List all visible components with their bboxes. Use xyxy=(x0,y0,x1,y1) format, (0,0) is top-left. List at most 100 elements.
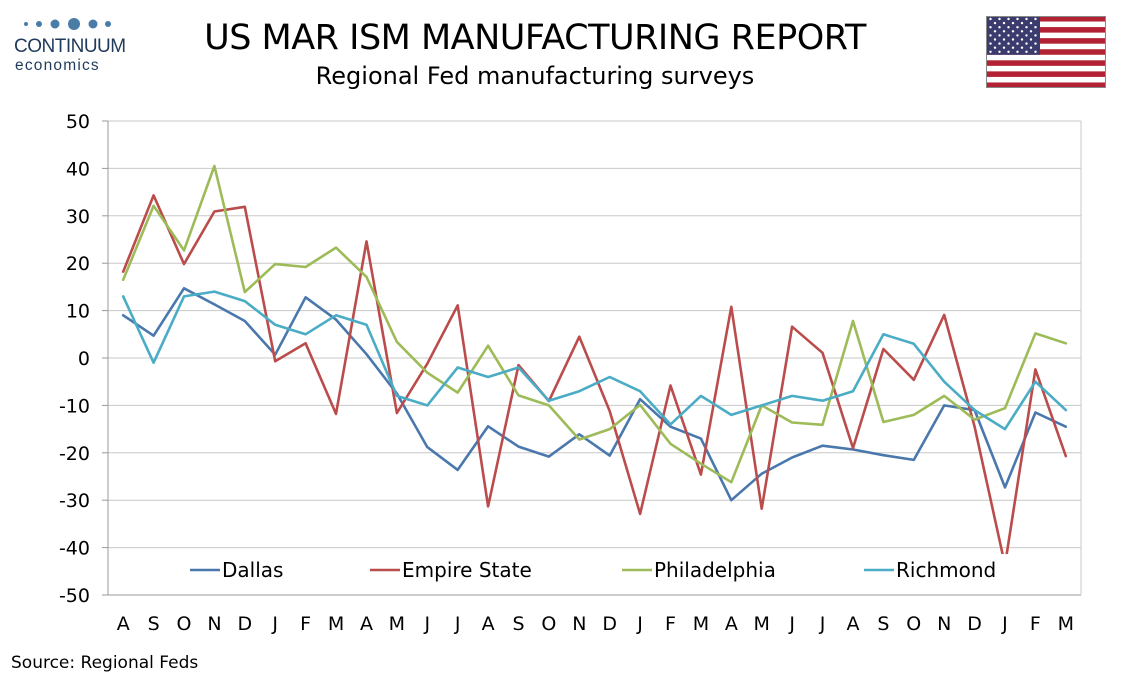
flag-star xyxy=(1029,30,1033,33)
flag-star xyxy=(1025,50,1028,53)
flag-star xyxy=(998,50,1001,53)
flag-star xyxy=(1025,17,1028,21)
x-tick-label: S xyxy=(148,613,160,635)
x-tick-label: J xyxy=(819,613,826,635)
x-tick-label: J xyxy=(636,613,643,635)
y-tick-label: 0 xyxy=(78,348,90,370)
y-tick-label: 30 xyxy=(66,206,90,228)
flag-star xyxy=(1034,42,1037,45)
x-tick-label: O xyxy=(541,613,556,635)
flag-star xyxy=(1011,21,1015,25)
x-tick-label: A xyxy=(846,613,859,635)
flag-star xyxy=(1025,34,1028,37)
source-note: Source: Regional Feds xyxy=(11,653,199,673)
flag-star xyxy=(1016,17,1019,21)
y-tick-label: 20 xyxy=(66,253,90,275)
flag-star xyxy=(1007,50,1010,53)
x-tick-label: N xyxy=(937,613,951,635)
x-tick-label: A xyxy=(117,613,130,635)
series-line-philadelphia xyxy=(121,164,1068,484)
brand-name: CONTINUUM xyxy=(14,36,126,57)
flag-star xyxy=(1020,38,1024,41)
x-tick-label: J xyxy=(788,613,795,635)
y-tick-label: 40 xyxy=(66,158,90,180)
x-tick-label: M xyxy=(693,613,709,635)
flag-star xyxy=(1025,42,1028,45)
flag-star xyxy=(1020,46,1024,49)
flag-star xyxy=(998,34,1001,37)
flag-star xyxy=(1002,30,1006,33)
flag-star xyxy=(993,30,997,33)
series-line-empire-state xyxy=(121,194,1068,567)
flag-star xyxy=(1016,34,1019,37)
logo-dots-icon xyxy=(24,18,111,30)
flag-star xyxy=(989,42,992,45)
x-tick-label: O xyxy=(906,613,921,635)
legend-label-empire-state: Empire State xyxy=(402,558,532,582)
flag-star xyxy=(989,26,992,29)
flag-star xyxy=(1016,50,1019,53)
flag-star xyxy=(1029,21,1033,25)
x-tick-label: A xyxy=(360,613,373,635)
brand-subname: economics xyxy=(15,57,100,74)
y-tick-label: -40 xyxy=(59,538,90,560)
flag-star xyxy=(1002,38,1006,41)
x-tick-label: M xyxy=(328,613,344,635)
x-tick-label: S xyxy=(512,613,524,635)
series-line-dallas xyxy=(121,286,1068,502)
legend-label-philadelphia: Philadelphia xyxy=(654,558,776,582)
flag-star xyxy=(1011,46,1015,49)
x-tick-label: N xyxy=(572,613,586,635)
y-tick-label: -50 xyxy=(59,585,90,607)
flag-star xyxy=(1029,38,1033,41)
flag-star xyxy=(993,38,997,41)
flag-star xyxy=(1007,42,1010,45)
x-tick-label: M xyxy=(754,613,770,635)
legend: Dallas Empire State Philadelphia Richmond xyxy=(186,554,1016,584)
x-tick-label: J xyxy=(271,613,278,635)
x-tick-label: J xyxy=(423,613,430,635)
x-tick-label: F xyxy=(1030,613,1041,635)
y-tick-label: 50 xyxy=(66,111,90,133)
x-tick-label: F xyxy=(665,613,676,635)
x-tick-label: J xyxy=(1001,613,1008,635)
flag-star xyxy=(1020,21,1024,25)
x-tick-label: N xyxy=(207,613,221,635)
x-tick-label: D xyxy=(967,613,982,635)
flag-star xyxy=(1034,17,1037,21)
flag-star xyxy=(993,21,997,25)
x-tick-label: A xyxy=(482,613,495,635)
brand-logo: CONTINUUM economics xyxy=(12,14,137,76)
flag-star xyxy=(998,26,1001,29)
flag-star xyxy=(1011,38,1015,41)
flag-star xyxy=(1007,34,1010,37)
flag-star xyxy=(998,17,1001,21)
x-tick-label: S xyxy=(877,613,889,635)
flag-star xyxy=(1034,26,1037,29)
flag-star xyxy=(1016,26,1019,29)
y-tick-label: 10 xyxy=(66,301,90,323)
series-lines xyxy=(121,164,1068,567)
legend-label-richmond: Richmond xyxy=(896,558,996,582)
us-flag-icon xyxy=(986,16,1106,88)
flag-star xyxy=(1016,42,1019,45)
flag-star xyxy=(1002,46,1006,49)
flag-star xyxy=(993,46,997,49)
chart-subtitle: Regional Fed manufacturing surveys xyxy=(315,62,755,90)
y-tick-label: -10 xyxy=(59,395,90,417)
x-tick-label: O xyxy=(177,613,192,635)
flag-star xyxy=(1011,30,1015,33)
x-tick-label: D xyxy=(238,613,253,635)
flag-star xyxy=(1034,34,1037,37)
y-tick-label: -20 xyxy=(59,443,90,465)
x-tick-label: D xyxy=(602,613,617,635)
x-tick-label: F xyxy=(300,613,311,635)
series-line-richmond xyxy=(121,290,1068,431)
x-tick-label: M xyxy=(389,613,405,635)
flag-star xyxy=(1002,21,1006,25)
x-tick-label: A xyxy=(725,613,738,635)
flag-star xyxy=(1034,50,1037,53)
flag-star xyxy=(989,50,992,53)
x-tick-label: J xyxy=(454,613,461,635)
